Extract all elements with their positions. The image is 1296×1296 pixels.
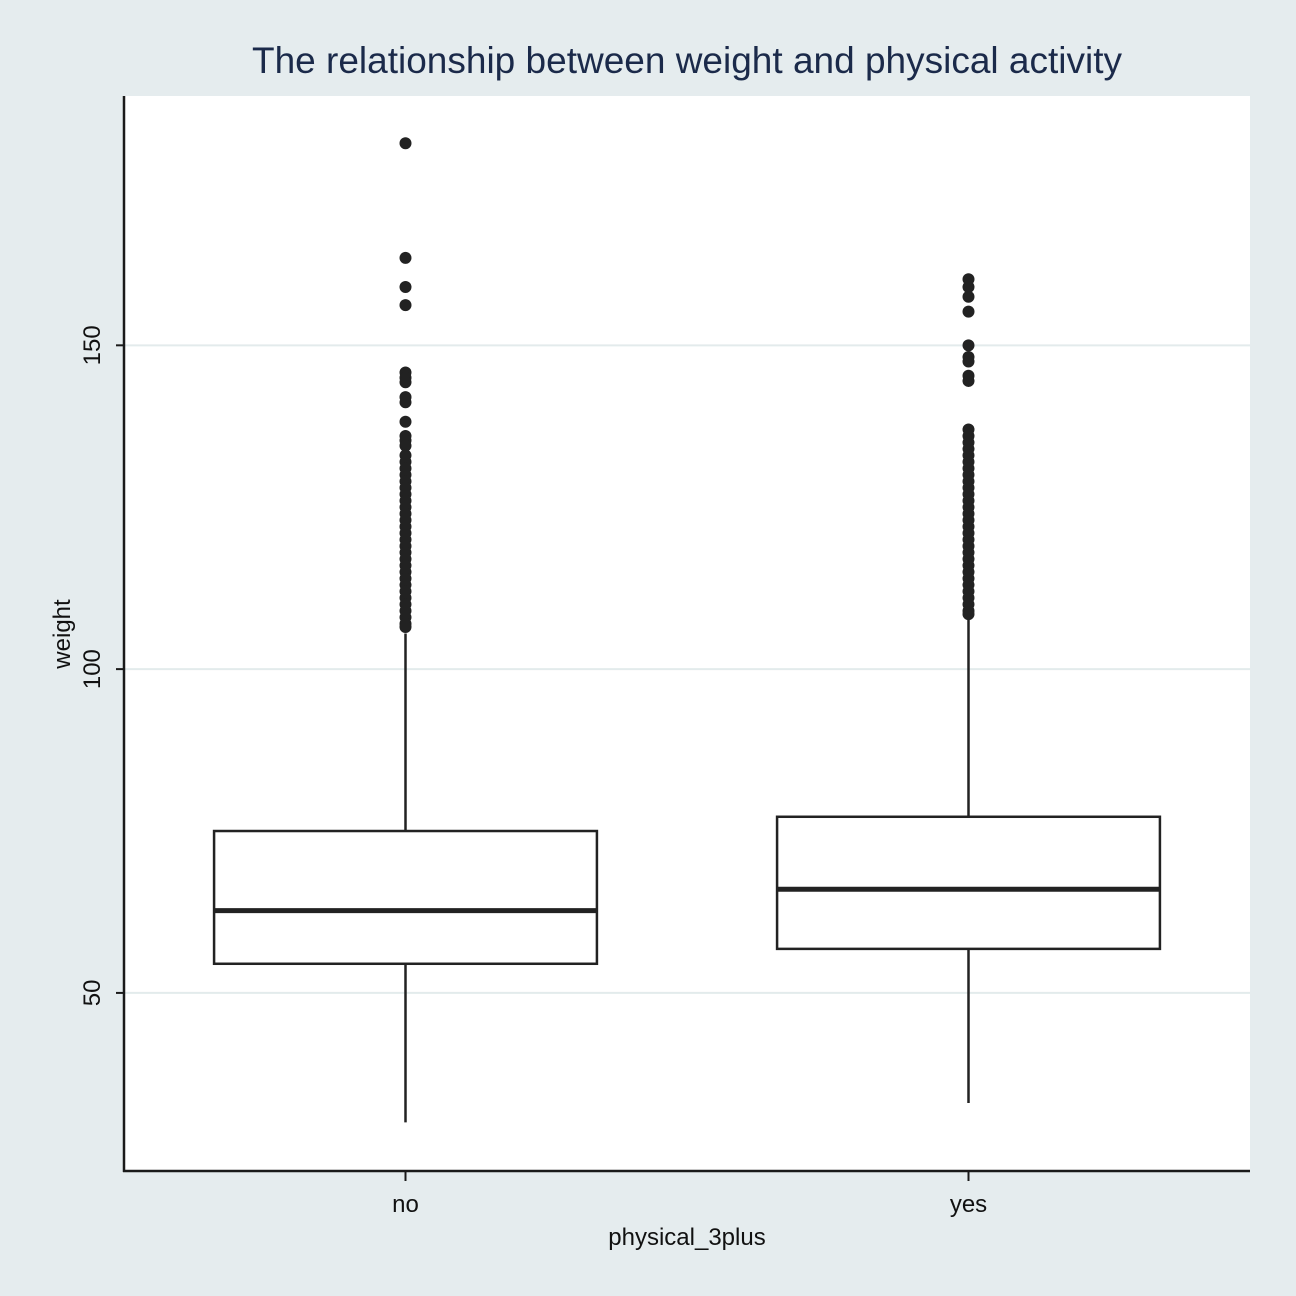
chart-title: The relationship between weight and phys…	[252, 40, 1122, 81]
outlier-point-no	[399, 137, 412, 150]
outlier-point-yes	[962, 305, 975, 318]
x-tick-label-no: no	[392, 1191, 419, 1218]
y-tick-label-50: 50	[79, 980, 106, 1007]
outlier-point-no	[399, 299, 412, 312]
outlier-point-no	[399, 439, 412, 452]
outlier-point-yes	[962, 290, 975, 303]
x-axis-title: physical_3plus	[608, 1224, 765, 1251]
x-axis-ticks: no yes	[392, 1171, 987, 1218]
outlier-point-no	[399, 251, 412, 264]
outlier-point-yes	[962, 374, 975, 387]
y-axis-ticks: 50 100 150	[79, 325, 124, 1006]
outlier-point-yes	[962, 355, 975, 368]
box-group-yes	[775, 273, 1162, 1104]
outlier-point-yes	[962, 281, 975, 294]
plot-area	[124, 96, 1250, 1171]
y-tick-label-150: 150	[79, 325, 106, 365]
box-no	[212, 829, 599, 966]
outlier-point-no	[399, 376, 412, 389]
gridlines	[124, 344, 1250, 994]
y-tick-label-100: 100	[79, 649, 106, 689]
box-yes	[775, 815, 1162, 951]
outlier-point-no	[399, 396, 412, 409]
y-axis-title: weight	[49, 599, 76, 670]
boxes-layer	[212, 137, 1162, 1123]
box-group-no	[212, 137, 599, 1123]
x-tick-label-yes: yes	[950, 1191, 987, 1218]
outlier-point-no	[399, 281, 412, 294]
outlier-point-yes	[962, 339, 975, 352]
outlier-point-no	[399, 621, 412, 634]
outlier-point-no	[399, 415, 412, 428]
outlier-point-yes	[962, 608, 975, 621]
